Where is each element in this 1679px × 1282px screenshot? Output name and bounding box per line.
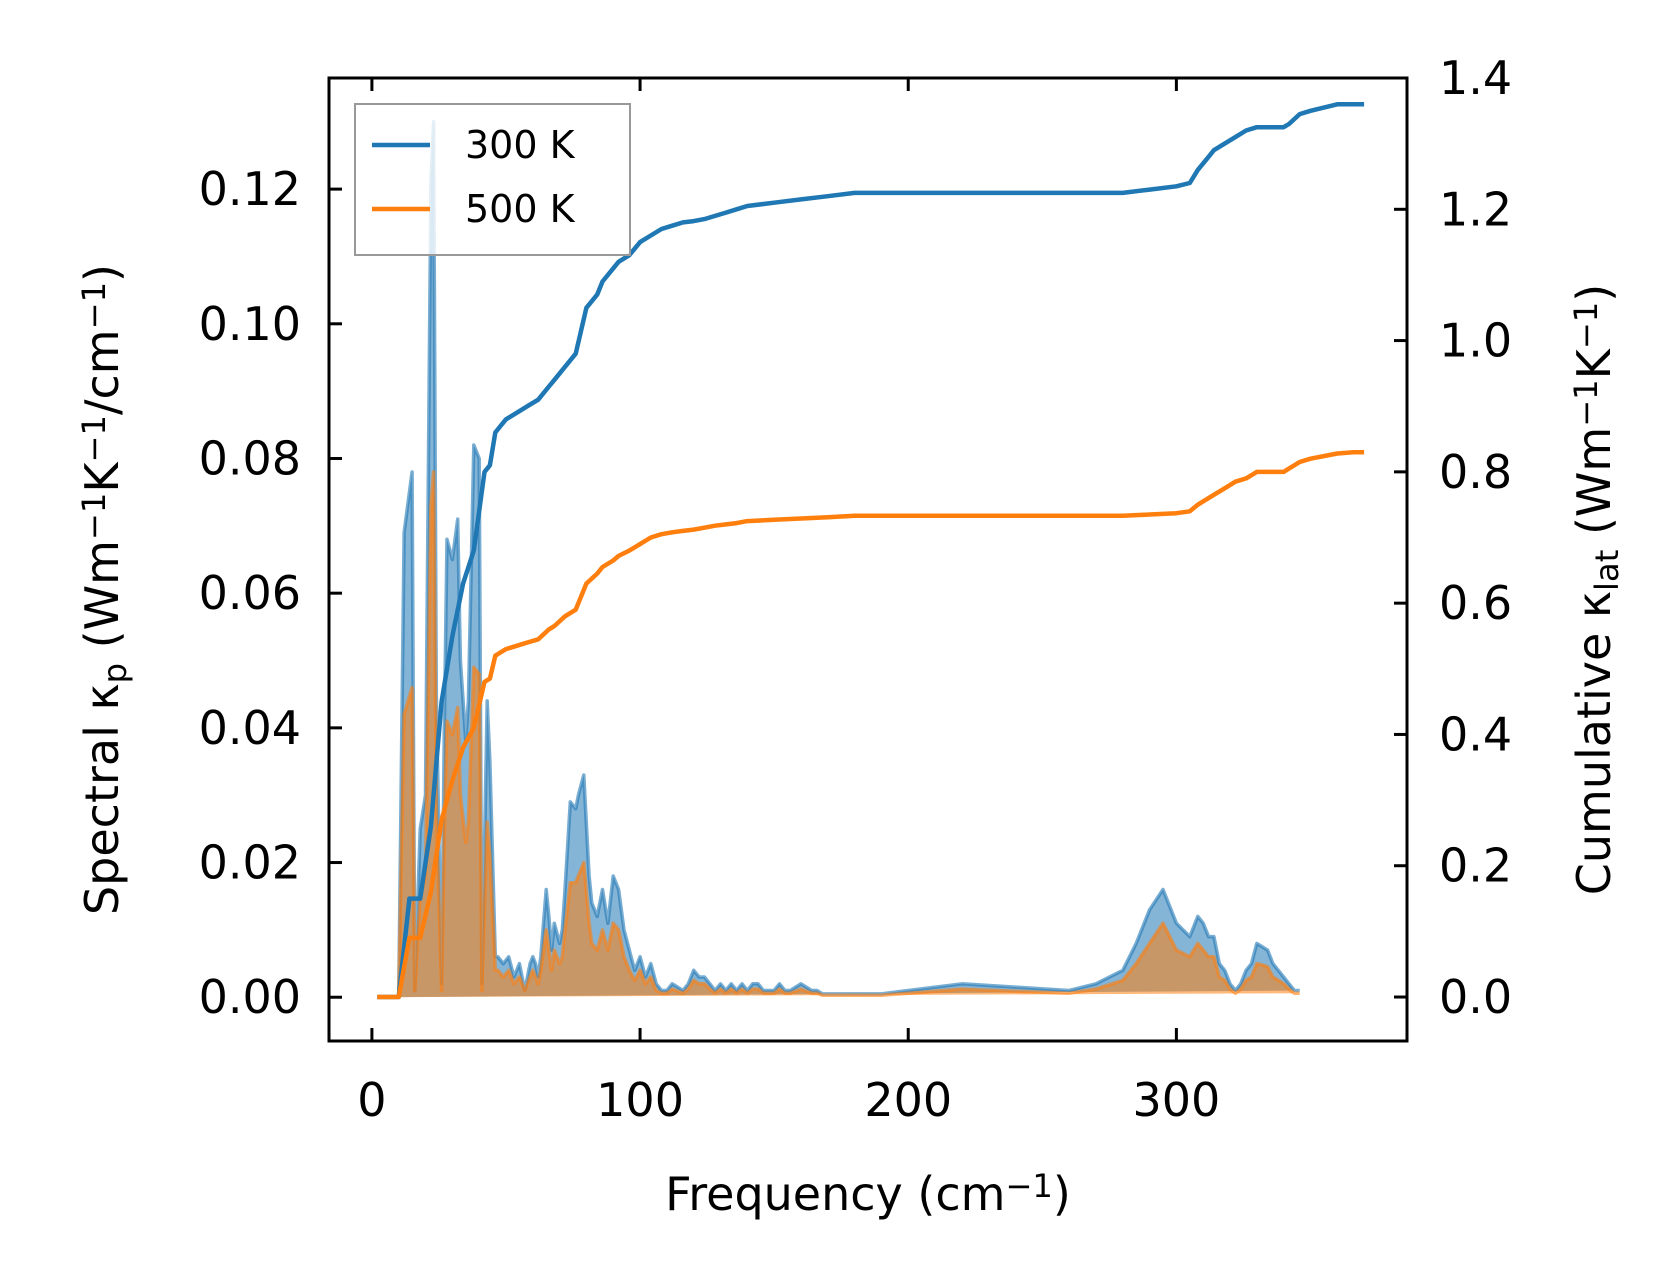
axis-title-part: K xyxy=(1567,347,1621,379)
axes: 0 100 200 300 0.00 0.02 0.04 0.06 0.08 0.10 0.12 0.… xyxy=(199,51,1513,1127)
axis-title-part: ) xyxy=(1053,1167,1071,1221)
spectral-outline-300k xyxy=(377,120,1300,999)
legend-box xyxy=(354,103,631,256)
axis-title-part: Cumulative κ xyxy=(1567,591,1621,895)
axis-labels: Frequency (cm−1)Spectral κp (Wm−1K−1/cm−… xyxy=(75,264,1626,1221)
y-right-tick-label: 0.4 xyxy=(1439,707,1512,761)
axis-title-part: Frequency (cm xyxy=(665,1167,1005,1221)
spectral-fills xyxy=(377,120,1300,999)
y-right-tick-label: 0.0 xyxy=(1439,970,1512,1024)
x-axis-title: Frequency (cm−1) xyxy=(665,1167,1071,1221)
spectral-fill-500k xyxy=(377,472,1300,998)
axis-title-part: /cm xyxy=(75,329,129,415)
y-right-tick-label: 0.2 xyxy=(1439,839,1512,893)
axis-title-part: K xyxy=(75,461,129,493)
y-right-tick-label: 1.0 xyxy=(1439,314,1512,368)
x-tick-label: 200 xyxy=(864,1073,952,1127)
plot-frame xyxy=(327,76,1409,1043)
y-left-axis-title: Spectral κp (Wm−1K−1/cm−1) xyxy=(75,264,134,915)
axis-title-part: (Wm xyxy=(75,540,129,663)
legend-label-500k: 500 K xyxy=(465,187,576,231)
y-left-tick-label: 0.06 xyxy=(199,566,301,620)
y-left-tick-label: 0.08 xyxy=(199,431,301,485)
axis-title-part: lat xyxy=(1588,550,1626,591)
y-right-axis-title: Cumulative κlat (Wm−1K−1) xyxy=(1567,284,1626,895)
cumulative-line-500k xyxy=(377,449,1365,1000)
spectral-outline-500k xyxy=(377,470,1300,999)
x-tick-label: 100 xyxy=(596,1073,684,1127)
y-right-tick-label: 0.8 xyxy=(1439,445,1512,499)
y-right-tick-label: 1.4 xyxy=(1439,51,1512,105)
axis-title-part: −1 xyxy=(1005,1167,1052,1205)
y-right-tick-label: 1.2 xyxy=(1439,182,1512,236)
axis-title-part: p xyxy=(96,663,134,683)
y-left-tick-label: 0.02 xyxy=(199,836,301,890)
legend: 300 K 500 K xyxy=(354,103,631,256)
axis-title-part: (Wm xyxy=(1567,427,1621,550)
y-left-tick-label: 0.12 xyxy=(199,162,301,216)
axis-title-part: −1 xyxy=(75,493,113,540)
y-right-tick-label: 0.6 xyxy=(1439,576,1512,630)
plot-area xyxy=(377,102,1365,1000)
axis-title-part: ) xyxy=(75,264,129,282)
x-tick-label: 0 xyxy=(357,1073,386,1127)
axis-title-part: −1 xyxy=(75,415,113,462)
legend-label-300k: 300 K xyxy=(465,123,576,167)
series-lines xyxy=(377,102,1365,1000)
y-left-tick-label: 0.10 xyxy=(199,297,301,351)
cumulative-line-300k xyxy=(377,102,1365,1000)
axis-title-part: −1 xyxy=(1567,379,1605,426)
axis-title-part: −1 xyxy=(75,282,113,329)
axis-title-part: −1 xyxy=(1567,302,1605,349)
y-left-tick-label: 0.04 xyxy=(199,701,301,755)
x-tick-label: 300 xyxy=(1132,1073,1220,1127)
axis-title-part: Spectral κ xyxy=(75,683,129,915)
y-left-tick-label: 0.00 xyxy=(199,970,301,1024)
axis-title-part: ) xyxy=(1567,284,1621,302)
